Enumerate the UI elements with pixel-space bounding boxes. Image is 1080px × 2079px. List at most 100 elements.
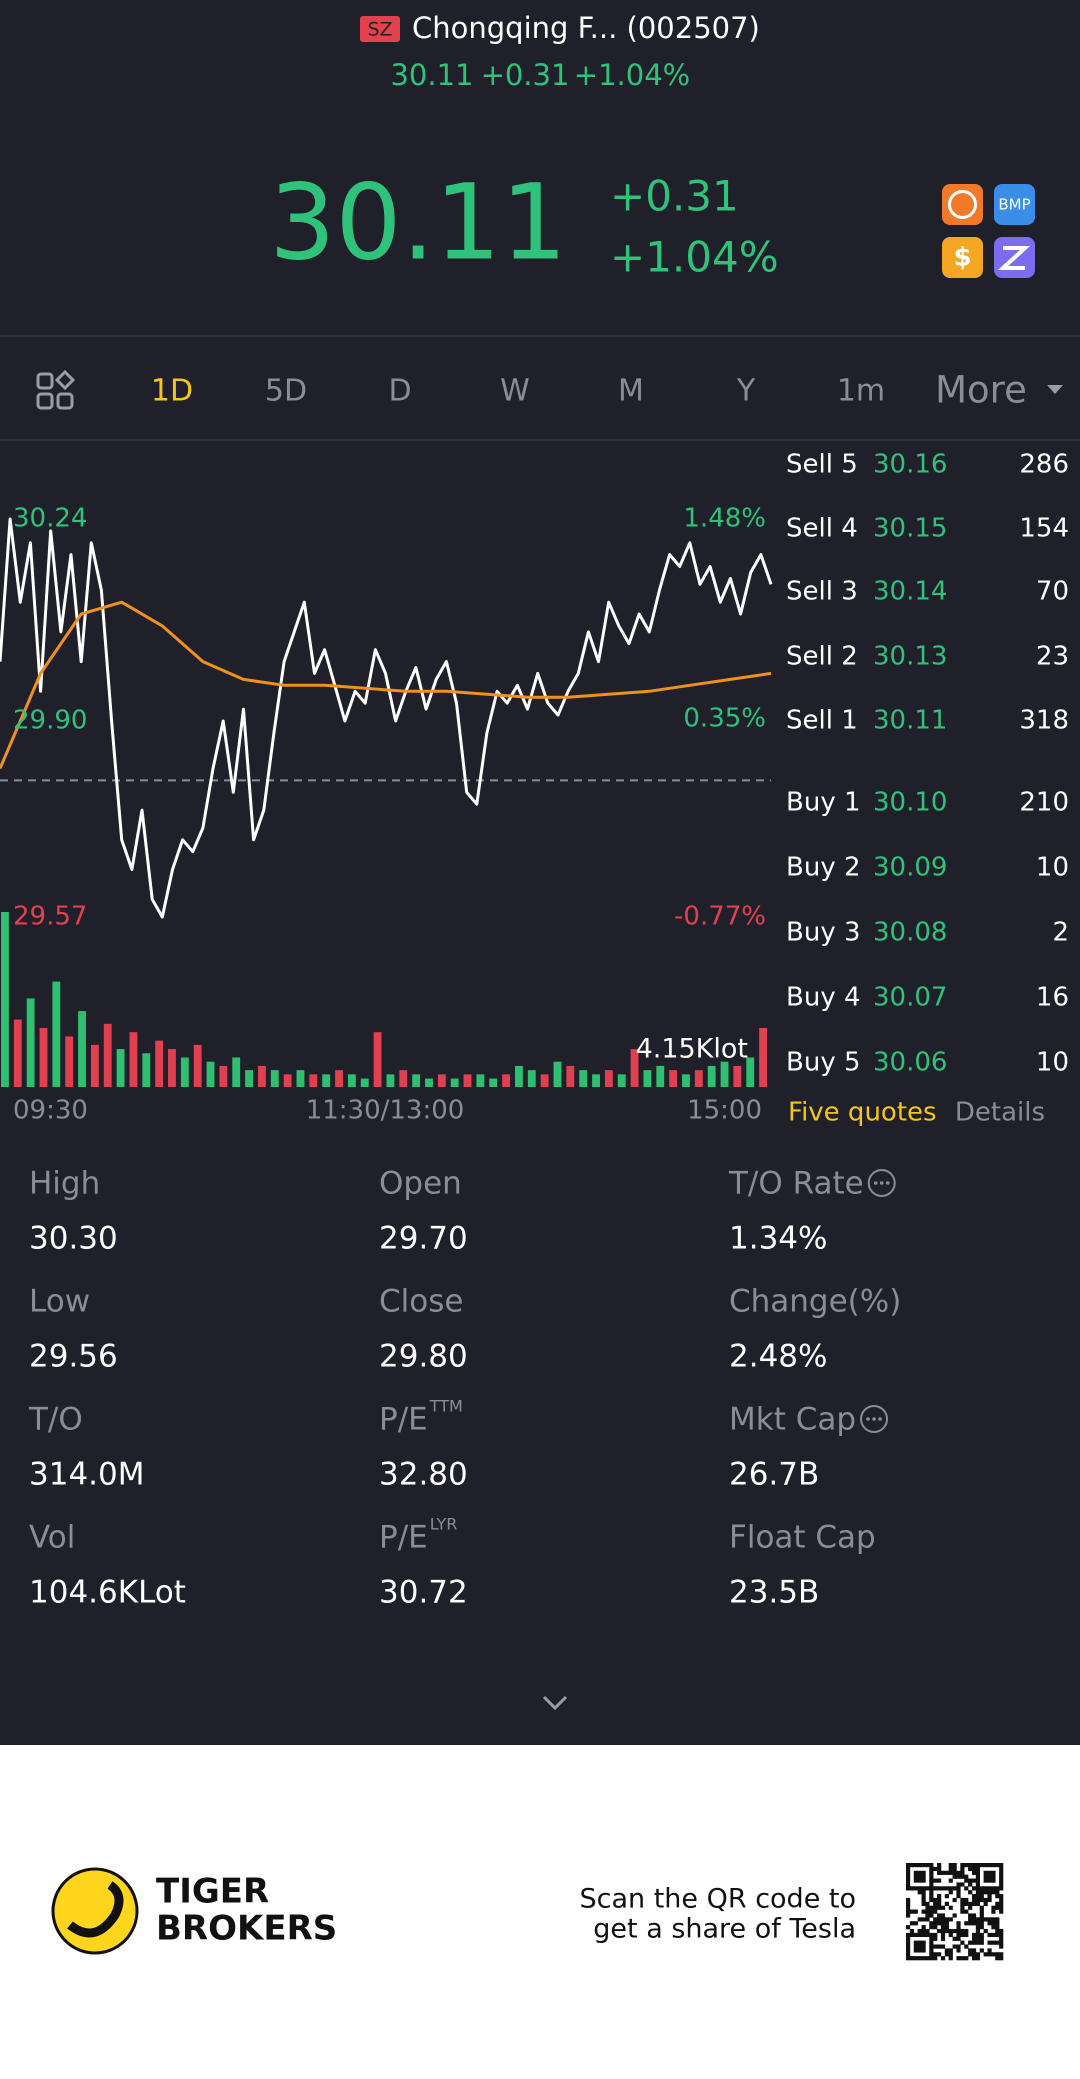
tab[interactable]: More	[935, 369, 1027, 412]
order-label: Sell 3	[786, 577, 858, 607]
stat-label: Vol	[29, 1520, 75, 1556]
qr-cell	[933, 1952, 938, 1957]
tab[interactable]: W	[500, 374, 530, 409]
qr-cell	[979, 1863, 984, 1868]
info-icon[interactable]	[867, 1169, 896, 1197]
qr-cell	[960, 1897, 965, 1903]
expand-chevron[interactable]	[542, 1695, 568, 1711]
qr-cell	[964, 1932, 969, 1938]
dropdown-arrow	[1047, 385, 1063, 394]
logo-glyph	[67, 1881, 124, 1938]
qr-cell	[929, 1897, 934, 1903]
qr-cell	[917, 1863, 922, 1868]
qr-cell	[960, 1940, 965, 1945]
info-dot	[873, 1181, 878, 1185]
quote-price: 30.11	[269, 161, 567, 283]
order-price: 30.08	[873, 918, 947, 948]
tab[interactable]: 1m	[837, 374, 885, 409]
qr-cell	[975, 1897, 981, 1903]
qr-cell	[906, 1936, 911, 1941]
icon-dollar[interactable]	[942, 237, 983, 278]
qr-cell	[948, 1886, 953, 1891]
order-label: Buy 5	[786, 1048, 861, 1078]
qr-cell	[975, 1874, 981, 1879]
cta: Scan the QR code to	[579, 1884, 856, 1915]
qr-cell	[971, 1863, 977, 1868]
volume-bar	[270, 1070, 279, 1087]
order-price: 30.07	[873, 983, 947, 1013]
qr-cell	[995, 1921, 1000, 1926]
qr-cell	[975, 1917, 981, 1922]
qr-cell	[937, 1863, 942, 1868]
qr-cell	[921, 1897, 926, 1903]
qr-cell	[917, 1948, 922, 1953]
qr-cell	[909, 1886, 915, 1891]
qr-cell	[991, 1870, 996, 1875]
qr-cell	[944, 1894, 949, 1899]
qr-cell	[933, 1878, 938, 1883]
qr-cell	[921, 1874, 926, 1879]
qr-cell	[909, 1909, 915, 1914]
qr-cell	[995, 1932, 1000, 1938]
volume-bar	[65, 1036, 74, 1087]
qr-cell	[906, 1905, 911, 1910]
qr-cell	[944, 1948, 949, 1953]
tab[interactable]: M	[618, 374, 644, 409]
qr-cell	[999, 1897, 1004, 1903]
qr-cell	[960, 1866, 965, 1872]
qr-cell	[917, 1917, 922, 1922]
qr-cell	[971, 1948, 977, 1953]
qr-cell	[968, 1890, 973, 1895]
qr-cell	[968, 1866, 973, 1872]
qr-cell	[987, 1940, 992, 1945]
header-price: 30.11	[390, 58, 473, 92]
qr-cell	[971, 1917, 977, 1922]
qr-cell	[975, 1932, 981, 1938]
qr-cell	[979, 1909, 984, 1914]
qr-cell	[975, 1936, 981, 1941]
qr-cell	[906, 1952, 911, 1957]
qr-cell	[971, 1878, 977, 1883]
qr-cell	[968, 1917, 973, 1922]
qr-cell	[999, 1866, 1004, 1872]
volume-bar	[566, 1065, 575, 1087]
book-tab[interactable]: Details	[955, 1098, 1045, 1128]
qr-cell	[964, 1863, 969, 1868]
info-icon[interactable]	[860, 1405, 889, 1433]
book-tab[interactable]: Five quotes	[788, 1098, 937, 1128]
qr-cell	[999, 1944, 1004, 1949]
icon-bmp[interactable]	[994, 184, 1035, 225]
volume-bar	[553, 1061, 562, 1087]
cta: get a share of Tesla	[593, 1914, 856, 1945]
qr-cell	[929, 1925, 934, 1930]
stat-value: 30.72	[379, 1575, 468, 1611]
qr-cell	[925, 1909, 930, 1914]
qr-cell	[921, 1886, 926, 1891]
exchange-badge	[360, 16, 400, 42]
qr-cell	[909, 1928, 915, 1934]
qr-cell	[925, 1932, 930, 1938]
tab[interactable]: 5D	[265, 374, 307, 409]
qr-cell	[979, 1886, 984, 1891]
y-tick-label: 29.57	[13, 902, 87, 932]
qr-cell	[933, 1905, 938, 1910]
tab[interactable]: Y	[736, 374, 756, 409]
qr-cell	[944, 1886, 949, 1891]
qr-cell	[906, 1874, 911, 1879]
qr-cell	[964, 1878, 969, 1883]
layout-icon[interactable]	[36, 369, 76, 410]
qr-cell	[956, 1932, 961, 1938]
order-label: Buy 2	[786, 853, 861, 883]
qr-cell	[956, 1882, 961, 1887]
qr-cell	[968, 1878, 973, 1883]
tab[interactable]: D	[388, 374, 411, 409]
tab[interactable]: 1D	[151, 374, 193, 409]
order-qty: 23	[1036, 642, 1069, 672]
qr-cell	[991, 1921, 996, 1926]
qr-cell	[964, 1897, 969, 1903]
qr-cell	[979, 1890, 984, 1895]
qr-cell	[913, 1878, 918, 1883]
qr-cell	[933, 1886, 938, 1891]
qr-cell	[944, 1928, 949, 1934]
volume-bar	[13, 1019, 22, 1087]
